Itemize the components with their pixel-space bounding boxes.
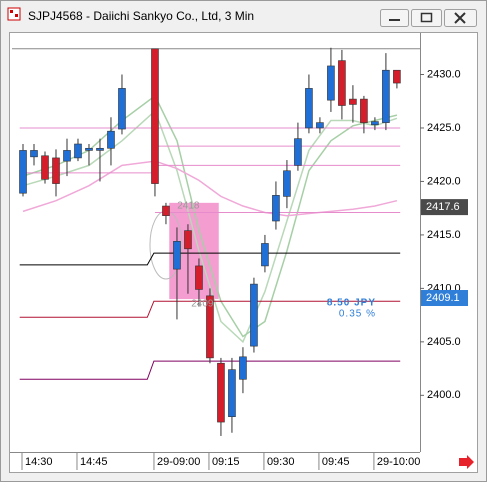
candle-body bbox=[371, 121, 379, 126]
level-line bbox=[19, 252, 401, 266]
candle-body bbox=[96, 147, 104, 151]
x-tick-label: 14:45 bbox=[80, 456, 108, 468]
y-tick-label: 2415.0 bbox=[427, 229, 461, 241]
candle-body bbox=[338, 60, 346, 106]
moving-average bbox=[22, 160, 398, 217]
candle-body bbox=[272, 195, 280, 222]
candle-body bbox=[327, 65, 335, 101]
candle-body bbox=[195, 265, 203, 290]
candle-body bbox=[30, 150, 38, 158]
level-line bbox=[19, 360, 401, 380]
window-icon bbox=[7, 7, 21, 21]
candle-body bbox=[316, 122, 324, 129]
moving-average bbox=[22, 109, 398, 344]
x-tick-label: 14:30 bbox=[25, 456, 53, 468]
x-tick-label: 29-09:00 bbox=[157, 456, 200, 468]
close-icon bbox=[454, 12, 466, 24]
candle-body bbox=[19, 150, 27, 194]
candle-body bbox=[261, 243, 269, 267]
y-tick-label: 2400.0 bbox=[427, 389, 461, 401]
candle-body bbox=[349, 98, 357, 105]
y-tick-label: 2405.0 bbox=[427, 336, 461, 348]
moving-average bbox=[22, 94, 398, 338]
level-line bbox=[19, 300, 401, 318]
maximize-icon bbox=[420, 12, 433, 23]
y-tick-label: 2420.0 bbox=[427, 175, 461, 187]
price-tag-label: 2409.1 bbox=[426, 292, 460, 304]
measure-percent: 0.35 % bbox=[339, 309, 376, 320]
candle-body bbox=[184, 230, 192, 250]
candle-body bbox=[382, 69, 390, 123]
window-icon-dot bbox=[15, 14, 18, 17]
candle-body bbox=[239, 356, 247, 380]
price-tag bbox=[421, 290, 468, 307]
scroll-arrow[interactable] bbox=[459, 455, 474, 469]
minimize-button[interactable] bbox=[380, 9, 409, 27]
y-tick-label: 2430.0 bbox=[427, 68, 461, 80]
candle-body bbox=[63, 150, 71, 162]
measure-to-label: 2409 bbox=[191, 299, 214, 310]
candle-body bbox=[393, 69, 401, 84]
x-tick-label: 09:45 bbox=[322, 456, 350, 468]
candle-body bbox=[228, 369, 236, 418]
candle-body bbox=[294, 138, 302, 166]
candle-body bbox=[74, 143, 82, 159]
candle-body bbox=[85, 147, 93, 151]
candle-body bbox=[162, 205, 170, 216]
candle-body bbox=[52, 157, 60, 184]
window-icon-dot bbox=[10, 10, 13, 13]
measure-from-label: 2418 bbox=[177, 200, 200, 211]
price-tag bbox=[421, 199, 468, 216]
window-title: SJPJ4568 - Daiichi Sankyo Co., Ltd, 3 Mi… bbox=[28, 9, 254, 23]
candle-body bbox=[283, 170, 291, 197]
price-tag-label: 2417.6 bbox=[426, 201, 460, 213]
x-tick-label: 09:30 bbox=[267, 456, 295, 468]
candle-body bbox=[305, 88, 313, 129]
candle-body bbox=[118, 88, 126, 130]
candle-body bbox=[41, 155, 49, 180]
x-tick-label: 29-10:00 bbox=[377, 456, 420, 468]
candle-body bbox=[360, 98, 368, 123]
candle-body bbox=[151, 48, 159, 184]
candle-body bbox=[107, 130, 115, 149]
maximize-button[interactable] bbox=[411, 9, 442, 27]
chart-area bbox=[9, 32, 478, 473]
candle-body bbox=[250, 283, 258, 347]
y-tick-label: 2425.0 bbox=[427, 122, 461, 134]
candle-body bbox=[173, 241, 181, 270]
candle-body bbox=[217, 362, 225, 423]
x-tick-label: 09:15 bbox=[212, 456, 240, 468]
candle-body bbox=[206, 295, 214, 359]
measure-change: 8.50 JPY bbox=[327, 298, 376, 309]
